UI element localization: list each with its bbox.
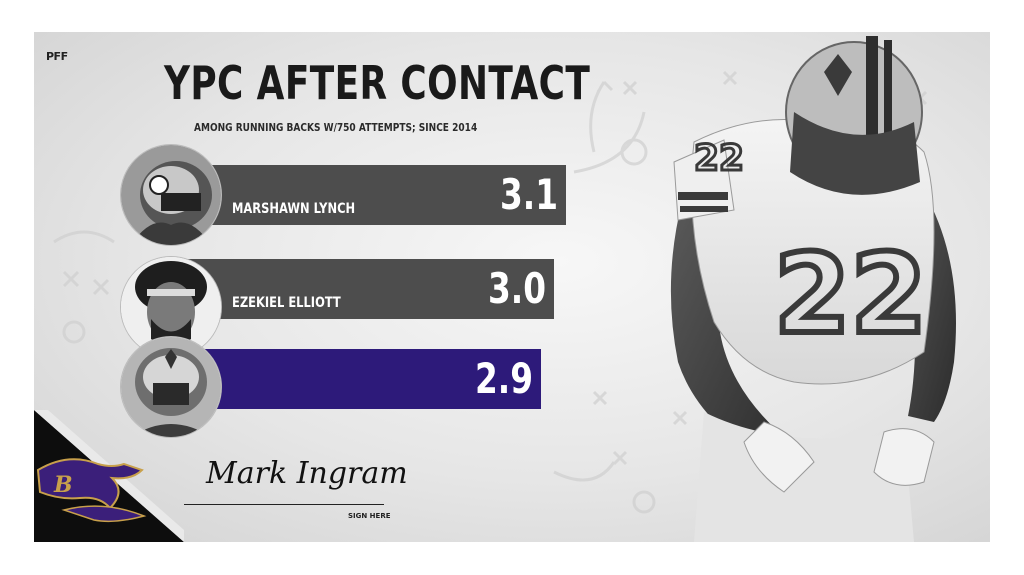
bar-value-label: 2.9	[475, 354, 534, 403]
svg-text:22: 22	[694, 138, 744, 179]
bar-value-label: 3.1	[499, 170, 558, 219]
bar-1	[184, 165, 566, 225]
raiders-helmet-avatar-icon	[121, 145, 221, 245]
infographic-canvas: PFF YPC AFTER CONTACT AMONG RUNNING BACK…	[34, 32, 990, 542]
saints-helmet-avatar-icon	[121, 337, 221, 437]
chart-title: YPC AFTER CONTACT	[164, 56, 591, 110]
signature-caption: SIGN HERE	[348, 512, 391, 520]
chart-subtitle: AMONG RUNNING BACKS W/750 ATTEMPTS; SINC…	[194, 121, 478, 134]
bar-category-label: EZEKIEL ELLIOTT	[232, 295, 341, 311]
ravens-logo-icon: B	[34, 410, 184, 542]
player-photo-icon: 22 22	[634, 32, 990, 542]
svg-text:22: 22	[774, 230, 927, 358]
bar-category-label: MARSHAWN LYNCH	[232, 201, 356, 217]
signature-area: Mark Ingram SIGN HERE	[184, 452, 408, 532]
bar-2	[184, 259, 554, 319]
svg-text:B: B	[53, 472, 73, 498]
playbook-background	[53, 70, 928, 514]
bar-3	[184, 349, 542, 409]
player-signature: Mark Ingram	[206, 456, 408, 491]
signature-line	[184, 504, 384, 505]
pff-logo: PFF	[46, 50, 68, 63]
bar-value-label: 3.0	[487, 264, 546, 313]
bar-chart: MARSHAWN LYNCH 3.1 EZEKIEL ELLIOTT 3.0 2.9	[34, 32, 990, 542]
